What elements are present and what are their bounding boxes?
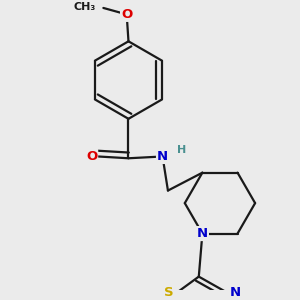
- Text: O: O: [86, 150, 97, 163]
- Text: N: N: [157, 150, 168, 163]
- Text: H: H: [177, 145, 186, 155]
- Text: N: N: [230, 286, 241, 299]
- Text: O: O: [121, 8, 132, 21]
- Text: S: S: [164, 286, 174, 299]
- Text: N: N: [197, 227, 208, 240]
- Text: CH₃: CH₃: [73, 2, 95, 12]
